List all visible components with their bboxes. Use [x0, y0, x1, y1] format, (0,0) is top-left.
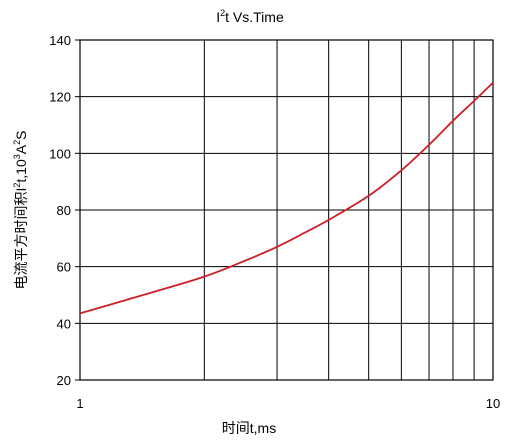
- series-line: [79, 81, 494, 315]
- y-tick-label: 40: [57, 316, 71, 331]
- y-tick-label: 80: [57, 203, 71, 218]
- y-tick-label: 120: [49, 90, 71, 105]
- chart-title: I2t Vs.Time: [216, 8, 284, 25]
- grid: [80, 40, 493, 380]
- x-axis-label: 时间t,ms: [222, 420, 276, 436]
- y-tick-labels: 20 40 60 80 100 120 140: [49, 33, 80, 388]
- y-axis-label: 电流平方时间积I2t,103A2S: [12, 131, 29, 290]
- y-tick-label: 60: [57, 260, 71, 275]
- x-tick-label: 1: [76, 396, 83, 411]
- y-tick-label: 100: [49, 146, 71, 161]
- x-tick-labels: 1 10: [76, 396, 500, 411]
- x-tick-label: 10: [486, 396, 500, 411]
- y-tick-label: 140: [49, 33, 71, 48]
- y-tick-label: 20: [57, 373, 71, 388]
